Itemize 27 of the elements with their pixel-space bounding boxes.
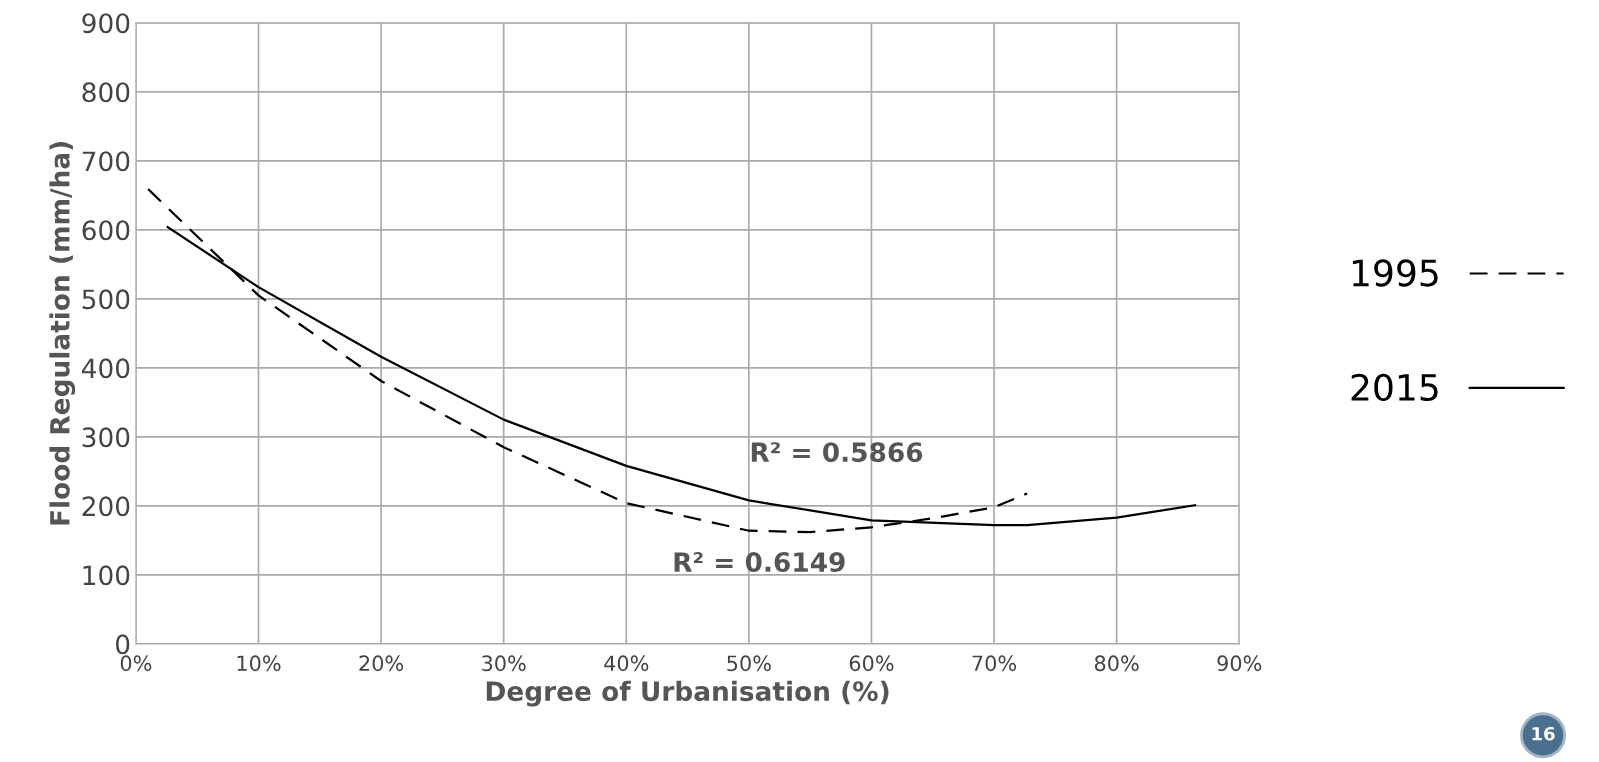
y-tick-label: 400 (81, 358, 130, 379)
y-tick-label: 600 (82, 220, 130, 241)
x-tick-label: 80% (1094, 655, 1139, 672)
annotation: R² = 0.6149 (674, 552, 845, 573)
legend-label: 2015 (1351, 373, 1438, 402)
x-tick-label: 20% (359, 655, 404, 672)
y-tick-label: 100 (83, 565, 130, 586)
legend-label: 1995 (1352, 259, 1438, 287)
x-tick-label: 50% (727, 655, 771, 672)
x-tick-label: 70% (972, 655, 1017, 672)
x-tick-label: 30% (482, 655, 526, 672)
x-tick-label: 40% (604, 655, 649, 672)
annotation: R² = 0.5866 (751, 442, 923, 463)
y-tick-label: 200 (82, 496, 130, 517)
x-axis-title: Degree of Urbanisation (%) (486, 680, 889, 707)
y-tick-label: 300 (82, 427, 130, 448)
x-tick-label: 10% (237, 655, 281, 672)
x-tick-label: 60% (849, 655, 894, 672)
x-tick-label: 0% (120, 655, 152, 672)
y-tick-label: 500 (82, 289, 130, 310)
y-tick-label: 800 (82, 82, 130, 103)
y-tick-label: 700 (82, 151, 130, 172)
text: 16 (1532, 726, 1555, 741)
y-axis-title: Flood Regulation (mm/ha) (49, 142, 76, 525)
x-tick-label: 90% (1217, 655, 1262, 672)
y-tick-label: 0 (116, 634, 130, 655)
y-tick-label: 900 (82, 13, 130, 34)
